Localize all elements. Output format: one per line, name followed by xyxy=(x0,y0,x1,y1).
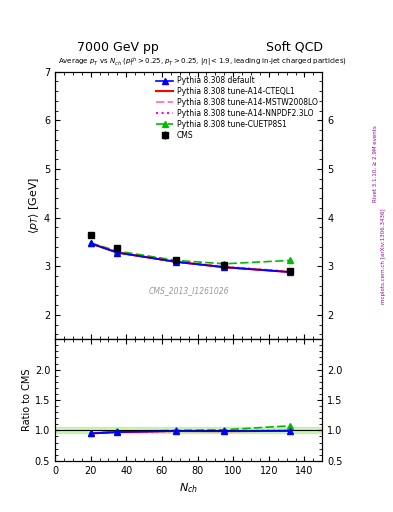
Text: Soft QCD: Soft QCD xyxy=(266,41,323,54)
Pythia 8.308 tune-A14-NNPDF2.3LO xyxy=(115,249,120,255)
Pythia 8.308 tune-CUETP8S1 xyxy=(115,248,120,254)
Pythia 8.308 tune-A14-NNPDF2.3LO xyxy=(288,268,292,274)
Pythia 8.308 tune-A14-MSTW2008LO xyxy=(115,249,120,255)
Pythia 8.308 tune-A14-CTEQL1 xyxy=(115,249,120,255)
X-axis label: $N_{ch}$: $N_{ch}$ xyxy=(179,481,198,495)
Pythia 8.308 tune-A14-NNPDF2.3LO xyxy=(222,264,227,270)
Pythia 8.308 tune-A14-NNPDF2.3LO xyxy=(174,259,178,265)
Pythia 8.308 tune-CUETP8S1 xyxy=(88,240,93,246)
Text: CMS_2013_I1261026: CMS_2013_I1261026 xyxy=(149,287,229,295)
Pythia 8.308 tune-CUETP8S1 xyxy=(222,261,227,267)
Text: 7000 GeV pp: 7000 GeV pp xyxy=(77,41,159,54)
Pythia 8.308 tune-CUETP8S1 xyxy=(174,258,178,264)
Pythia 8.308 tune-A14-CTEQL1 xyxy=(222,264,227,270)
Pythia 8.308 tune-A14-CTEQL1 xyxy=(288,269,292,275)
Line: Pythia 8.308 tune-A14-MSTW2008LO: Pythia 8.308 tune-A14-MSTW2008LO xyxy=(91,243,290,272)
Pythia 8.308 tune-A14-MSTW2008LO xyxy=(88,240,93,246)
Pythia 8.308 default xyxy=(115,249,120,255)
Pythia 8.308 default xyxy=(222,264,227,270)
Line: Pythia 8.308 tune-A14-CTEQL1: Pythia 8.308 tune-A14-CTEQL1 xyxy=(91,243,290,272)
Pythia 8.308 tune-A14-MSTW2008LO xyxy=(174,259,178,265)
Pythia 8.308 tune-A14-MSTW2008LO xyxy=(288,269,292,275)
Pythia 8.308 tune-CUETP8S1 xyxy=(288,258,292,264)
Line: Pythia 8.308 tune-CUETP8S1: Pythia 8.308 tune-CUETP8S1 xyxy=(88,240,293,267)
Pythia 8.308 tune-A14-CTEQL1 xyxy=(88,240,93,246)
Pythia 8.308 default xyxy=(88,240,93,246)
Legend: Pythia 8.308 default, Pythia 8.308 tune-A14-CTEQL1, Pythia 8.308 tune-A14-MSTW20: Pythia 8.308 default, Pythia 8.308 tune-… xyxy=(155,75,318,141)
Line: Pythia 8.308 tune-A14-NNPDF2.3LO: Pythia 8.308 tune-A14-NNPDF2.3LO xyxy=(91,243,290,271)
Bar xyxy=(55,428,322,434)
Y-axis label: $\langle p_T \rangle$ [GeV]: $\langle p_T \rangle$ [GeV] xyxy=(27,177,41,234)
Pythia 8.308 tune-A14-MSTW2008LO xyxy=(222,264,227,270)
Pythia 8.308 tune-A14-NNPDF2.3LO xyxy=(88,240,93,246)
Text: Average $p_T$ vs $N_{ch}$ ($p_T^{ch}>$0.25, $p_T>$0.25, $|\eta|<$1.9, leading in: Average $p_T$ vs $N_{ch}$ ($p_T^{ch}>$0.… xyxy=(58,56,347,69)
Pythia 8.308 default xyxy=(288,269,292,275)
Text: Rivet 3.1.10, ≥ 2.9M events: Rivet 3.1.10, ≥ 2.9M events xyxy=(373,125,378,202)
Text: mcplots.cern.ch [arXiv:1306.3436]: mcplots.cern.ch [arXiv:1306.3436] xyxy=(381,208,386,304)
Pythia 8.308 default xyxy=(174,259,178,265)
Y-axis label: Ratio to CMS: Ratio to CMS xyxy=(22,369,32,431)
Line: Pythia 8.308 default: Pythia 8.308 default xyxy=(88,241,293,275)
Pythia 8.308 tune-A14-CTEQL1 xyxy=(174,259,178,265)
